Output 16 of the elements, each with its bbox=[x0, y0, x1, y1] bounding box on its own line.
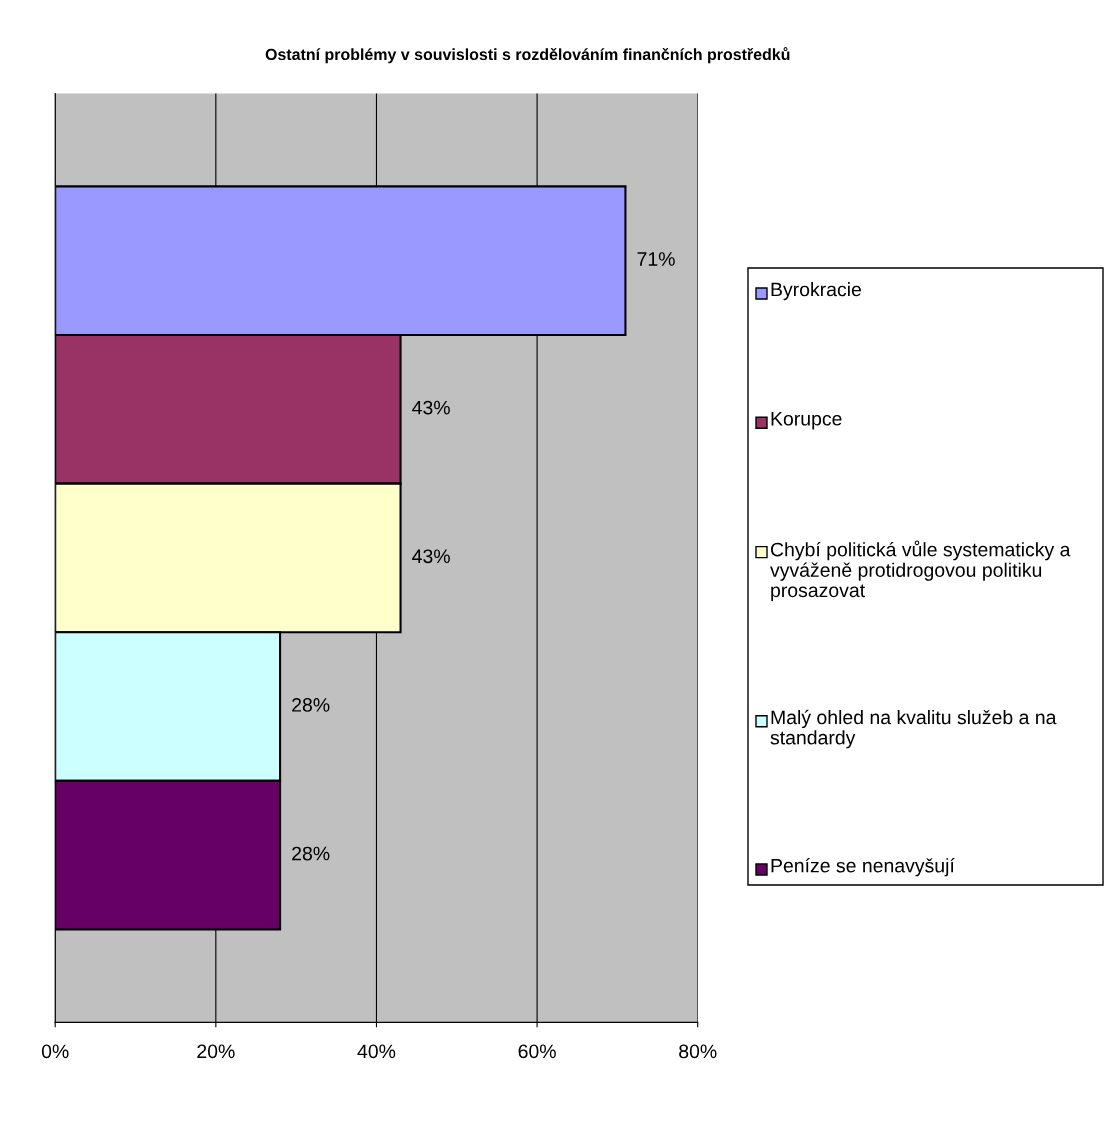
x-tick-label: 0% bbox=[41, 1044, 69, 1059]
data-label: 28% bbox=[292, 846, 330, 861]
legend-label: Korupce bbox=[771, 412, 842, 430]
x-tick-label: 80% bbox=[679, 1044, 717, 1059]
legend-label: Peníze se nenavyšují bbox=[771, 858, 955, 877]
data-label: 28% bbox=[292, 698, 330, 712]
x-tick-label: 20% bbox=[197, 1044, 235, 1059]
x-tick-label: 40% bbox=[357, 1044, 396, 1059]
legend-label: Chybí politická vůle systematicky a vyváženě protidrogovou politiku prosazovat bbox=[770, 540, 1071, 602]
legend-label: Byrokracie bbox=[771, 282, 861, 301]
data-label: 43% bbox=[412, 549, 450, 564]
chart-title: Ostatní problémy v souvislosti s rozdělováním finančních prostředků bbox=[265, 47, 790, 64]
data-label: 43% bbox=[412, 400, 450, 415]
x-tick-label: 60% bbox=[518, 1044, 556, 1059]
data-label: 71% bbox=[637, 252, 675, 266]
legend-label: Malý ohled na kvalitu služeb a na standardy bbox=[770, 709, 1057, 749]
